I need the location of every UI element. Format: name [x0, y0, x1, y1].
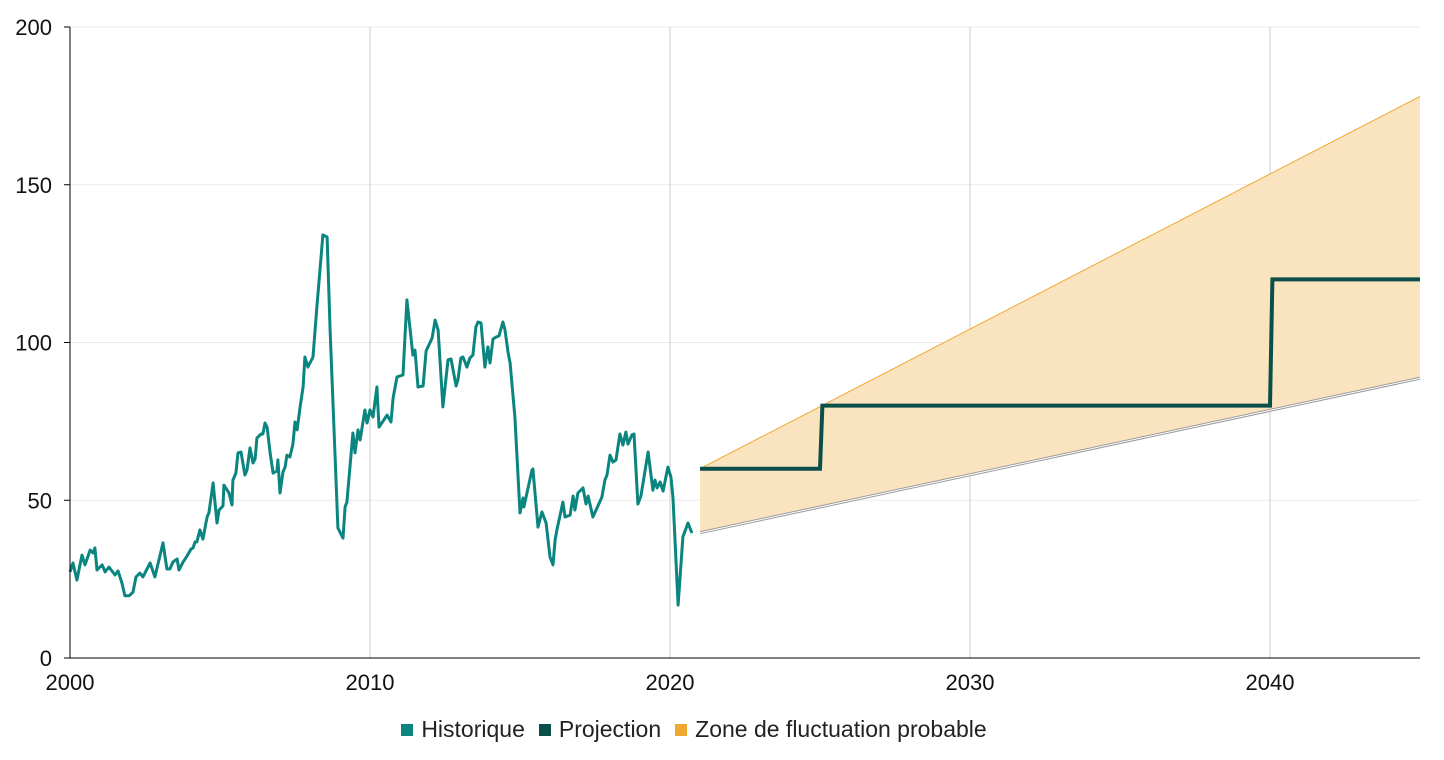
series-lines: [68, 233, 1420, 607]
legend-item-zone[interactable]: Zone de fluctuation probable: [675, 716, 987, 743]
chart: 0 50 100 150 200 2000 2010 2020 2030 2040: [15, 15, 1421, 695]
legend-item-projection[interactable]: Projection: [538, 716, 662, 743]
x-tick-label: 2030: [946, 670, 995, 695]
legend-swatch-projection: [538, 723, 551, 736]
zone-upper-line: [699, 95, 1421, 470]
x-tick-label: 2010: [346, 670, 395, 695]
legend-label: Zone de fluctuation probable: [695, 716, 987, 742]
series-projection: [700, 277, 1420, 471]
legend-swatch-historique: [401, 723, 414, 736]
axes: 0 50 100 150 200 2000 2010 2020 2030 2040: [15, 15, 1420, 695]
legend-swatch-zone: [675, 723, 688, 736]
zone-lower-line-inner: [699, 377, 1421, 534]
y-tick-label: 200: [15, 15, 52, 40]
grid: [70, 26, 1420, 658]
y-tick-label: 150: [15, 173, 52, 198]
fluctuation-zone: [699, 95, 1421, 535]
legend: Historique Projection Zone de fluctuatio…: [0, 716, 1388, 743]
series-historique: [68, 233, 694, 607]
legend-item-historique[interactable]: Historique: [401, 716, 525, 743]
y-tick-label: 100: [15, 331, 52, 356]
legend-label: Projection: [558, 716, 662, 742]
y-tick-label: 0: [40, 646, 52, 671]
y-tick-label: 50: [28, 488, 52, 513]
x-tick-label: 2000: [46, 670, 95, 695]
x-tick-label: 2040: [1246, 670, 1295, 695]
zone-area: [700, 96, 1420, 532]
legend-label: Historique: [421, 716, 525, 742]
x-tick-label: 2020: [646, 670, 695, 695]
